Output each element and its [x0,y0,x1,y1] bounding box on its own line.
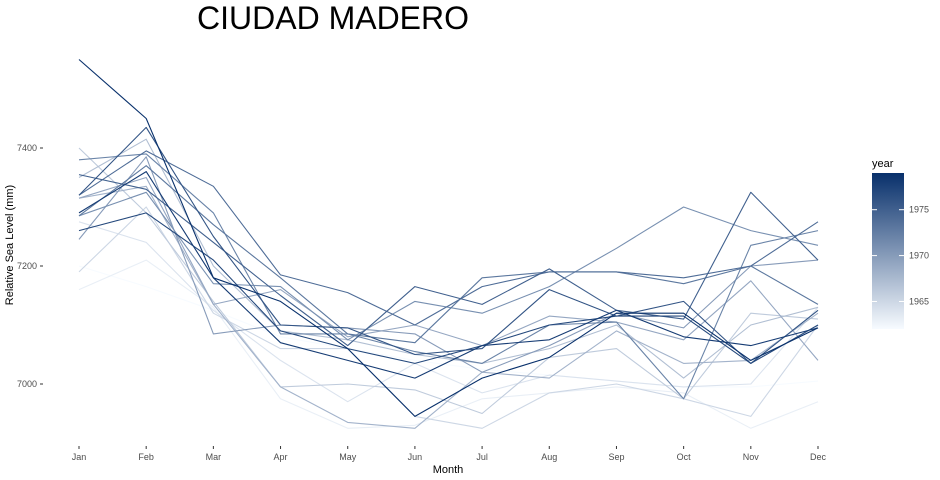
series-line-1977 [78,212,819,364]
x-tick-label: Nov [743,452,760,462]
x-tick-label: Dec [810,452,827,462]
y-tick-label: 7000 [17,379,37,389]
legend-ticks: 1965 1970 1975 [872,205,929,306]
series-line-1966 [78,147,819,415]
x-tick-label: Jul [476,452,488,462]
series-line-1969 [78,176,819,361]
x-tick-label: Sep [608,452,624,462]
x-tick-label: Aug [541,452,557,462]
chart-title: CIUDAD MADERO [197,0,469,36]
series-line-1965 [78,206,819,429]
x-axis: Jan Feb Mar Apr May Jun Jul Aug Sep Oct Nov Dec [72,446,827,462]
y-axis-title: Relative Sea Level (mm) [4,185,16,305]
series-line-1974 [78,150,819,326]
x-tick-label: Jan [72,452,87,462]
x-tick-label: May [339,452,357,462]
series-line-1971 [78,191,819,341]
series-line-1967 [78,138,819,379]
y-tick-label: 7400 [17,143,37,153]
x-tick-label: Jun [408,452,423,462]
x-tick-label: Feb [138,452,154,462]
legend: year 1965 1970 1975 [872,158,929,329]
series-line-1973 [78,165,819,344]
legend-tick-label: 1975 [909,205,929,215]
legend-tick-label: 1965 [909,296,929,306]
legend-tick-label: 1970 [909,251,929,261]
series-line-1976 [78,126,819,364]
plot-area [78,59,819,429]
series-line-1979 [78,59,819,417]
x-tick-label: Oct [677,452,692,462]
series-line-1970 [78,156,819,373]
y-axis: 7000 7200 7400 [17,143,43,389]
series-line-1968 [78,185,819,429]
x-tick-label: Apr [274,452,288,462]
legend-title: year [872,158,894,170]
x-axis-title: Month [433,464,464,476]
y-tick-label: 7200 [17,261,37,271]
series-line-1975 [78,174,819,347]
x-tick-label: Mar [206,452,222,462]
series-line-1972 [78,153,819,400]
series-line-1978 [78,171,819,379]
legend-colorbar [872,173,904,329]
series-line-1964 [78,221,819,403]
